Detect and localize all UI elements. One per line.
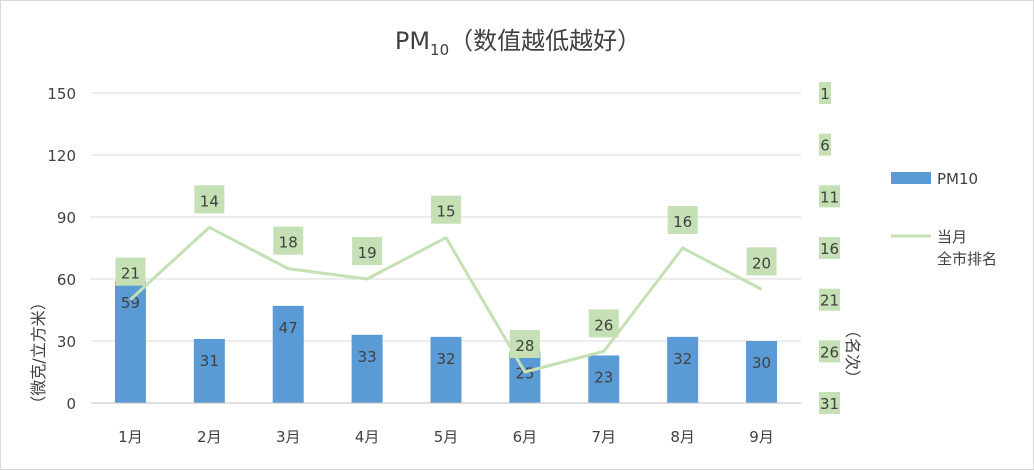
y-right-tick-label: 1 — [820, 85, 830, 103]
bar — [667, 336, 699, 403]
line-data-label: 19 — [358, 244, 377, 262]
legend-label-line-part: 全市排名 — [937, 250, 997, 268]
line-data-label: 28 — [515, 337, 534, 355]
y-left-tick-label: 60 — [57, 271, 76, 289]
chart-title-rest: （数值越低越好） — [449, 27, 641, 55]
line-data-label-box — [588, 309, 619, 338]
y-right-tick-label: 21 — [820, 292, 839, 310]
ranking-line — [129, 225, 763, 374]
line-data-label: 15 — [436, 203, 455, 221]
line-data-label-box — [115, 257, 146, 286]
x-axis: 1月 2月 3月 4月 5月 6月 7月 8月 9月 — [91, 402, 801, 446]
y-right-tick-box — [819, 392, 840, 414]
y-right-tick-box — [819, 237, 840, 259]
line-data-label-box — [273, 226, 304, 255]
bar — [746, 341, 778, 403]
x-tick-label: 5月 — [434, 428, 459, 446]
line-data-label: 20 — [752, 254, 771, 272]
bar — [114, 281, 146, 403]
line-data-label-box — [194, 185, 225, 214]
line-data-label: 26 — [594, 316, 613, 334]
y-left-tick-label: 90 — [57, 209, 76, 227]
y-right-tick-label: 26 — [820, 343, 839, 361]
line-data-label: 21 — [121, 265, 140, 283]
legend-label-line-part: 当月 — [937, 228, 967, 246]
y-axis-left: 0 30 60 90 120 150 — [47, 85, 76, 413]
line-data-label-box — [509, 330, 540, 358]
bar-data-label: 23 — [594, 368, 613, 386]
y-right-tick-label: 16 — [820, 240, 839, 258]
bar — [193, 338, 225, 403]
line-series: 21 14 18 19 15 28 26 16 20 — [115, 185, 777, 374]
bar-data-label: 32 — [673, 350, 692, 368]
y-left-tick-label: 150 — [47, 85, 76, 103]
x-tick-label: 9月 — [749, 428, 774, 446]
y-axis-left-title: （微克/立方米） — [29, 294, 48, 411]
x-tick-label: 2月 — [197, 428, 222, 446]
bar — [430, 336, 462, 403]
line-data-label: 14 — [200, 192, 219, 210]
bar-data-label: 33 — [358, 348, 377, 366]
chart-title-subscript: 10 — [430, 41, 449, 59]
y-right-tick-box — [819, 288, 840, 311]
y-left-tick-label: 0 — [66, 395, 76, 413]
x-tick-label: 8月 — [670, 428, 695, 446]
x-tick-label: 4月 — [355, 428, 380, 446]
x-tick-label: 7月 — [592, 428, 617, 446]
bar-data-label: 30 — [752, 354, 771, 372]
bar — [272, 305, 304, 403]
x-tick-label: 1月 — [118, 428, 143, 446]
legend-label-line: 当月全市排名 — [937, 228, 997, 268]
line-data-label: 18 — [279, 234, 298, 252]
bar-data-label: 59 — [121, 294, 140, 312]
bar — [588, 355, 620, 403]
legend-label-bar: PM10 — [937, 170, 978, 188]
y-right-tick-label: 31 — [820, 395, 839, 413]
y-right-tick-box — [819, 340, 840, 363]
bar-data-label: 32 — [436, 350, 455, 368]
y-left-tick-label: 30 — [57, 333, 76, 351]
line-data-label: 16 — [673, 213, 692, 231]
x-tick-label: 6月 — [513, 428, 538, 446]
bar — [509, 351, 541, 403]
line-data-label-box — [352, 237, 383, 265]
x-tick-label: 3月 — [276, 428, 301, 446]
chart-title-main: PM — [395, 27, 430, 55]
bar-data-label: 47 — [279, 319, 298, 337]
bar — [351, 334, 383, 403]
line-data-label-box — [746, 247, 777, 276]
y-axis-right-title: （名次） — [843, 322, 862, 386]
bar-data-label: 31 — [200, 352, 219, 370]
y-right-tick-box — [819, 82, 831, 104]
y-right-tick-label: 11 — [820, 188, 839, 206]
y-right-tick-label: 6 — [820, 137, 830, 155]
legend-swatch-bar — [891, 172, 931, 184]
legend: PM10 当月全市排名 — [891, 170, 997, 268]
y-right-tick-box — [819, 185, 840, 208]
chart-title: PM10（数值越低越好） — [395, 27, 641, 59]
line-data-label-box — [431, 195, 461, 224]
y-left-tick-label: 120 — [47, 147, 76, 165]
line-data-label-box — [667, 206, 698, 234]
y-right-tick-box — [819, 133, 831, 156]
